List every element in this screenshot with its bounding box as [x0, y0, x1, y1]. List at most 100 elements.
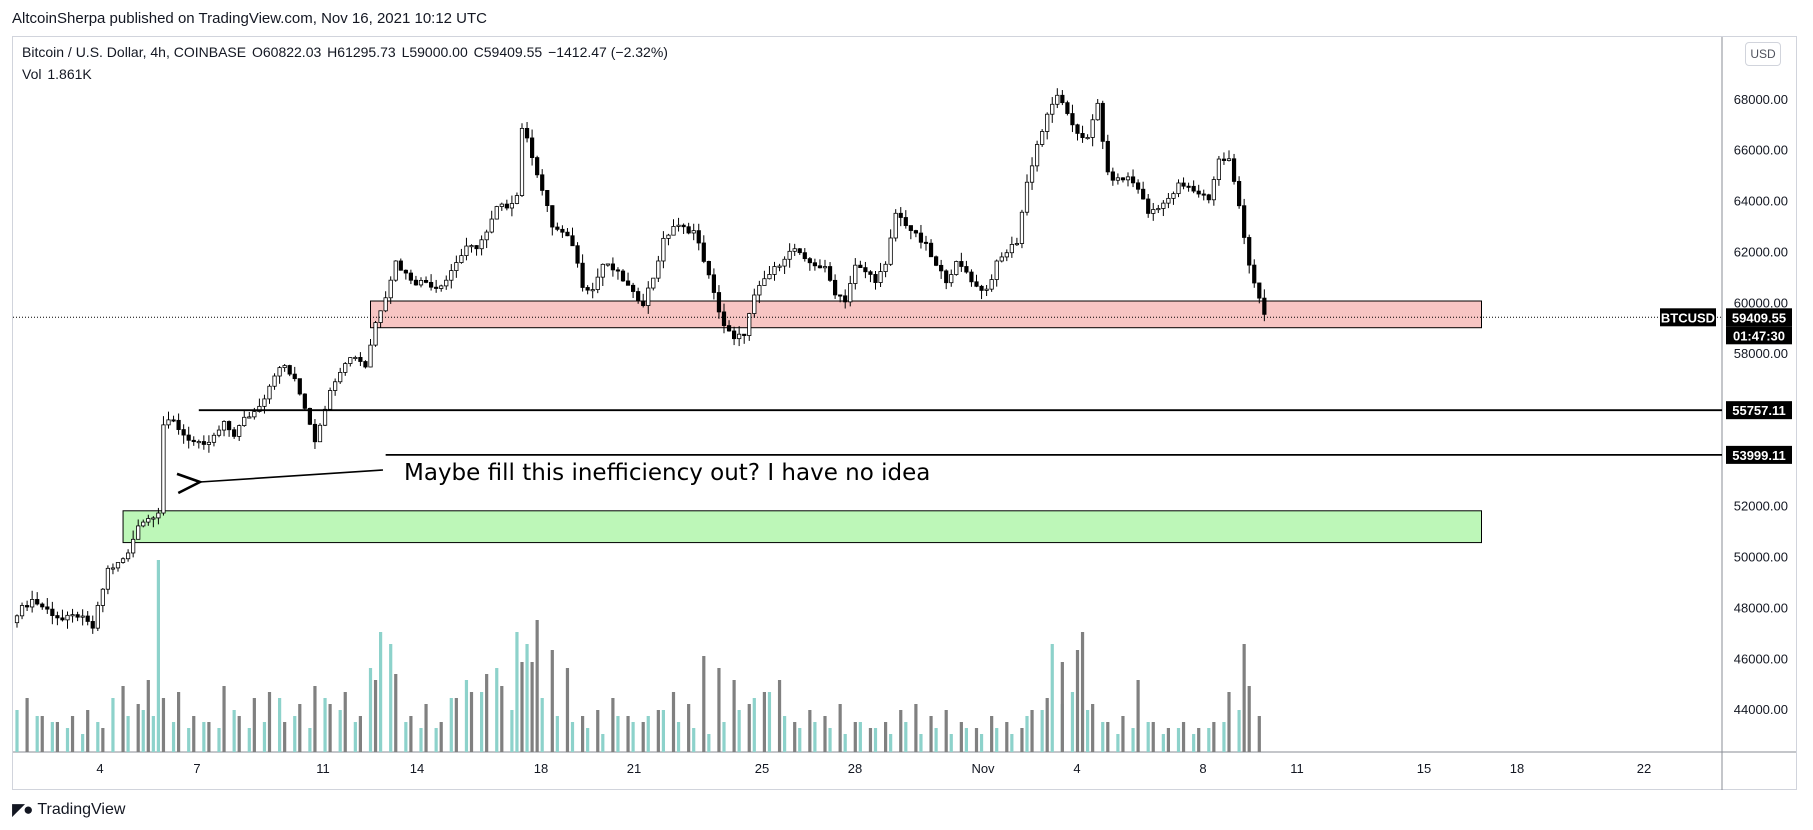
candle — [802, 252, 807, 260]
volume-bar — [777, 680, 782, 752]
candle — [1120, 177, 1126, 181]
candle — [1110, 171, 1115, 181]
volume-bar — [873, 728, 878, 752]
candle — [944, 270, 949, 284]
volume-bar — [111, 698, 115, 752]
support-zone[interactable] — [122, 510, 1482, 544]
candle — [848, 283, 853, 303]
chart-frame — [12, 36, 1797, 790]
legend-close: C59409.55 — [473, 44, 543, 60]
candle — [1055, 94, 1060, 105]
candle — [287, 365, 292, 375]
candle — [393, 260, 398, 281]
candle — [221, 421, 227, 431]
volume-bar — [121, 686, 125, 752]
candle — [232, 429, 237, 437]
candle — [1019, 211, 1025, 244]
candle — [181, 429, 186, 436]
candle — [141, 521, 146, 527]
y-tick-label: 66000.00 — [1734, 143, 1788, 158]
legend-ohlc: Bitcoin / U.S. Dollar, 4h, COINBASE O608… — [22, 44, 668, 60]
x-tick-label: 4 — [1073, 761, 1080, 776]
volume-bar — [868, 728, 873, 752]
volume-bar — [1161, 734, 1165, 752]
candle — [696, 230, 701, 244]
volume-bar — [550, 650, 554, 752]
candle — [974, 281, 979, 287]
volume-bar — [596, 710, 600, 752]
annotation-text[interactable]: Maybe fill this inefficiency out? I have… — [404, 460, 930, 486]
volume-bar — [671, 692, 676, 752]
volume-bar — [1192, 734, 1196, 752]
volume-bar — [81, 734, 85, 752]
candle — [1146, 198, 1151, 214]
currency-button[interactable]: USD — [1745, 42, 1781, 66]
candle — [762, 278, 767, 286]
legend-change: −1412.47 (−2.32%) — [548, 44, 668, 60]
candle — [353, 356, 358, 359]
candle — [120, 558, 126, 563]
volume-bar — [520, 662, 524, 752]
candle — [242, 416, 247, 426]
candle — [782, 258, 787, 267]
volume-bar — [767, 692, 772, 752]
chart-background — [13, 37, 1796, 790]
volume-bar — [55, 722, 59, 752]
last-price-label: 59409.55 — [1732, 310, 1786, 325]
x-tick-label: 11 — [316, 761, 330, 776]
candle — [843, 295, 848, 303]
volume-bar — [101, 728, 105, 752]
volume-bar — [50, 722, 54, 752]
candle — [610, 263, 616, 271]
candle — [752, 294, 757, 314]
candle — [1206, 194, 1211, 201]
candle — [999, 256, 1004, 262]
candle — [1100, 102, 1105, 142]
candle — [327, 390, 333, 410]
volume-bar — [15, 710, 19, 752]
candle — [196, 441, 201, 444]
candle — [767, 274, 772, 280]
volume-bar — [96, 722, 100, 752]
x-tick-label: 8 — [1199, 761, 1206, 776]
candle — [913, 230, 919, 234]
candle — [317, 424, 323, 443]
candle — [464, 245, 469, 257]
volume-bar — [1166, 728, 1170, 752]
volume-bar — [676, 722, 681, 752]
volume-bar — [70, 716, 75, 752]
volume-bar — [914, 704, 918, 752]
volume-bar — [495, 668, 499, 752]
volume-bar — [1050, 644, 1054, 752]
volume-bar — [1181, 722, 1186, 752]
footer-brand: TradingView — [37, 801, 126, 818]
annotation-arrow[interactable] — [200, 469, 384, 482]
candle — [1216, 158, 1221, 180]
candle — [262, 398, 267, 407]
volume-bar — [252, 698, 256, 752]
candle — [110, 567, 116, 570]
volume-bar — [687, 704, 691, 752]
candle — [105, 567, 110, 590]
volume-bar — [480, 692, 484, 752]
candle — [964, 266, 969, 273]
candle — [595, 276, 600, 290]
candle — [625, 280, 631, 286]
candle — [237, 425, 242, 437]
candle — [272, 375, 277, 387]
candle — [545, 190, 550, 207]
volume-bar — [449, 698, 453, 752]
candle — [423, 279, 429, 283]
resistance-zone[interactable] — [370, 300, 1482, 329]
candle — [580, 262, 585, 288]
candle — [171, 419, 176, 422]
levels-layer — [13, 316, 1722, 456]
volume-bar — [565, 668, 570, 752]
volume-bar — [601, 734, 605, 752]
volume-bar — [419, 728, 423, 752]
price-labels-layer: BTCUSD 59409.55 01:47:30 55757.11 53999.11 — [1660, 308, 1792, 464]
volume-bar — [510, 710, 514, 752]
candle — [55, 615, 60, 619]
candle — [509, 203, 515, 209]
